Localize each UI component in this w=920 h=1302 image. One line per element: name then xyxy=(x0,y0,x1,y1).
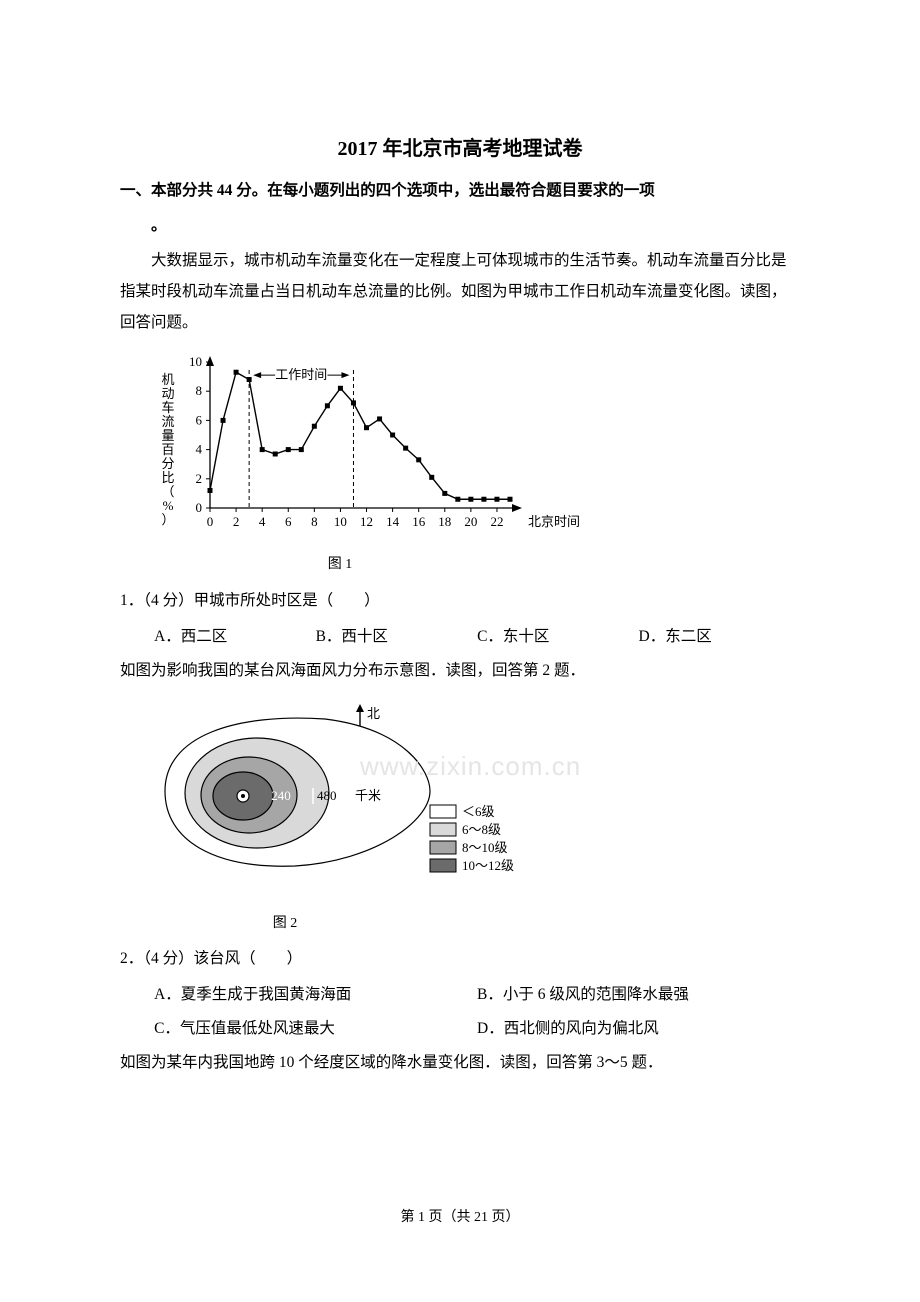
svg-text:车: 车 xyxy=(161,400,174,415)
q1-stem: 1．（4 分）甲城市所处时区是（ ） xyxy=(120,585,800,616)
q2-options-row1: A．夏季生成于我国黄海海面 B．小于 6 级风的范围降水最强 xyxy=(120,980,800,1009)
svg-text:10: 10 xyxy=(334,514,347,529)
svg-text:机: 机 xyxy=(161,372,174,387)
svg-text:0: 0 xyxy=(196,500,203,515)
svg-text:4: 4 xyxy=(259,514,266,529)
svg-text:千米: 千米 xyxy=(355,788,381,803)
svg-text:6: 6 xyxy=(196,412,203,427)
svg-text:量: 量 xyxy=(161,428,174,443)
svg-text:8～10级: 8～10级 xyxy=(462,840,508,855)
svg-text:百: 百 xyxy=(161,442,174,457)
svg-text:240: 240 xyxy=(271,788,291,803)
svg-text:0: 0 xyxy=(207,514,214,529)
svg-text:6: 6 xyxy=(285,514,292,529)
svg-text:10: 10 xyxy=(189,354,202,369)
section-heading-suffix: 。 xyxy=(120,211,800,240)
q1-opt-c[interactable]: C．东十区 xyxy=(477,622,638,651)
svg-text:14: 14 xyxy=(386,514,400,529)
q1-opt-b[interactable]: B．西十区 xyxy=(316,622,477,651)
svg-text:2: 2 xyxy=(233,514,240,529)
svg-text:10～12级: 10～12级 xyxy=(462,858,514,873)
chart1-svg: 0 2 4 6 8 10 0 2 4 6 8 10 12 14 16 18 20 22 机动车流量百分比（%） 北京时… xyxy=(150,348,580,538)
svg-text:8: 8 xyxy=(311,514,318,529)
chart2-container: 240 480 千米 北 ＜6级 6～8级 8～10级 10～12级 图 2 xyxy=(150,696,800,937)
q2-opt-b[interactable]: B．小于 6 级风的范围降水最强 xyxy=(477,980,800,1009)
q2-options-row2: C．气压值最低处风速最大 D．西北侧的风向为偏北风 xyxy=(120,1014,800,1043)
q1-opt-d[interactable]: D．东二区 xyxy=(639,622,800,651)
svg-text:分: 分 xyxy=(161,456,174,471)
svg-text:4: 4 xyxy=(196,441,203,456)
chart1-container: 0 2 4 6 8 10 0 2 4 6 8 10 12 14 16 18 20 22 机动车流量百分比（%） 北京时… xyxy=(150,348,800,579)
svg-text:（: （ xyxy=(161,484,174,499)
chart2-svg: 240 480 千米 北 ＜6级 6～8级 8～10级 10～12级 xyxy=(150,696,560,896)
intro-para-2: 如图为影响我国的某台风海面风力分布示意图．读图，回答第 2 题． xyxy=(120,655,800,686)
chart1-caption: 图 1 xyxy=(150,552,530,579)
svg-text:22: 22 xyxy=(490,514,503,529)
q2-opt-a[interactable]: A．夏季生成于我国黄海海面 xyxy=(154,980,477,1009)
svg-text:8: 8 xyxy=(196,383,203,398)
svg-text:6～8级: 6～8级 xyxy=(462,822,501,837)
svg-text:12: 12 xyxy=(360,514,373,529)
intro-para-1: 大数据显示，城市机动车流量变化在一定程度上可体现城市的生活节奏。机动车流量百分比… xyxy=(120,245,800,338)
svg-text:动: 动 xyxy=(161,386,174,401)
svg-text:%: % xyxy=(163,498,174,513)
svg-text:20: 20 xyxy=(464,514,477,529)
svg-text:北: 北 xyxy=(367,706,380,721)
section-heading: 一、本部分共 44 分。在每小题列出的四个选项中，选出最符合题目要求的一项 xyxy=(120,176,800,205)
svg-text:16: 16 xyxy=(412,514,426,529)
svg-text:2: 2 xyxy=(196,471,203,486)
svg-text:）: ） xyxy=(161,512,174,527)
svg-text:北京时间: 北京时间 xyxy=(528,514,580,529)
svg-text:18: 18 xyxy=(438,514,451,529)
q2-stem: 2．（4 分）该台风（ ） xyxy=(120,943,800,974)
page-footer: 第 1 页（共 21 页） xyxy=(0,1205,920,1232)
q1-options: A．西二区 B．西十区 C．东十区 D．东二区 xyxy=(120,622,800,651)
svg-text:比: 比 xyxy=(161,470,174,485)
q2-opt-d[interactable]: D．西北侧的风向为偏北风 xyxy=(477,1014,800,1043)
q1-opt-a[interactable]: A．西二区 xyxy=(154,622,315,651)
page-title: 2017 年北京市高考地理试卷 xyxy=(120,130,800,168)
q2-opt-c[interactable]: C．气压值最低处风速最大 xyxy=(154,1014,477,1043)
svg-text:工作时间: 工作时间 xyxy=(275,367,327,382)
intro-para-3: 如图为某年内我国地跨 10 个经度区域的降水量变化图．读图，回答第 3～5 题． xyxy=(120,1047,800,1078)
svg-text:＜6级: ＜6级 xyxy=(462,804,495,819)
svg-text:流: 流 xyxy=(161,414,174,429)
chart2-caption: 图 2 xyxy=(150,911,420,938)
svg-text:480: 480 xyxy=(317,788,337,803)
